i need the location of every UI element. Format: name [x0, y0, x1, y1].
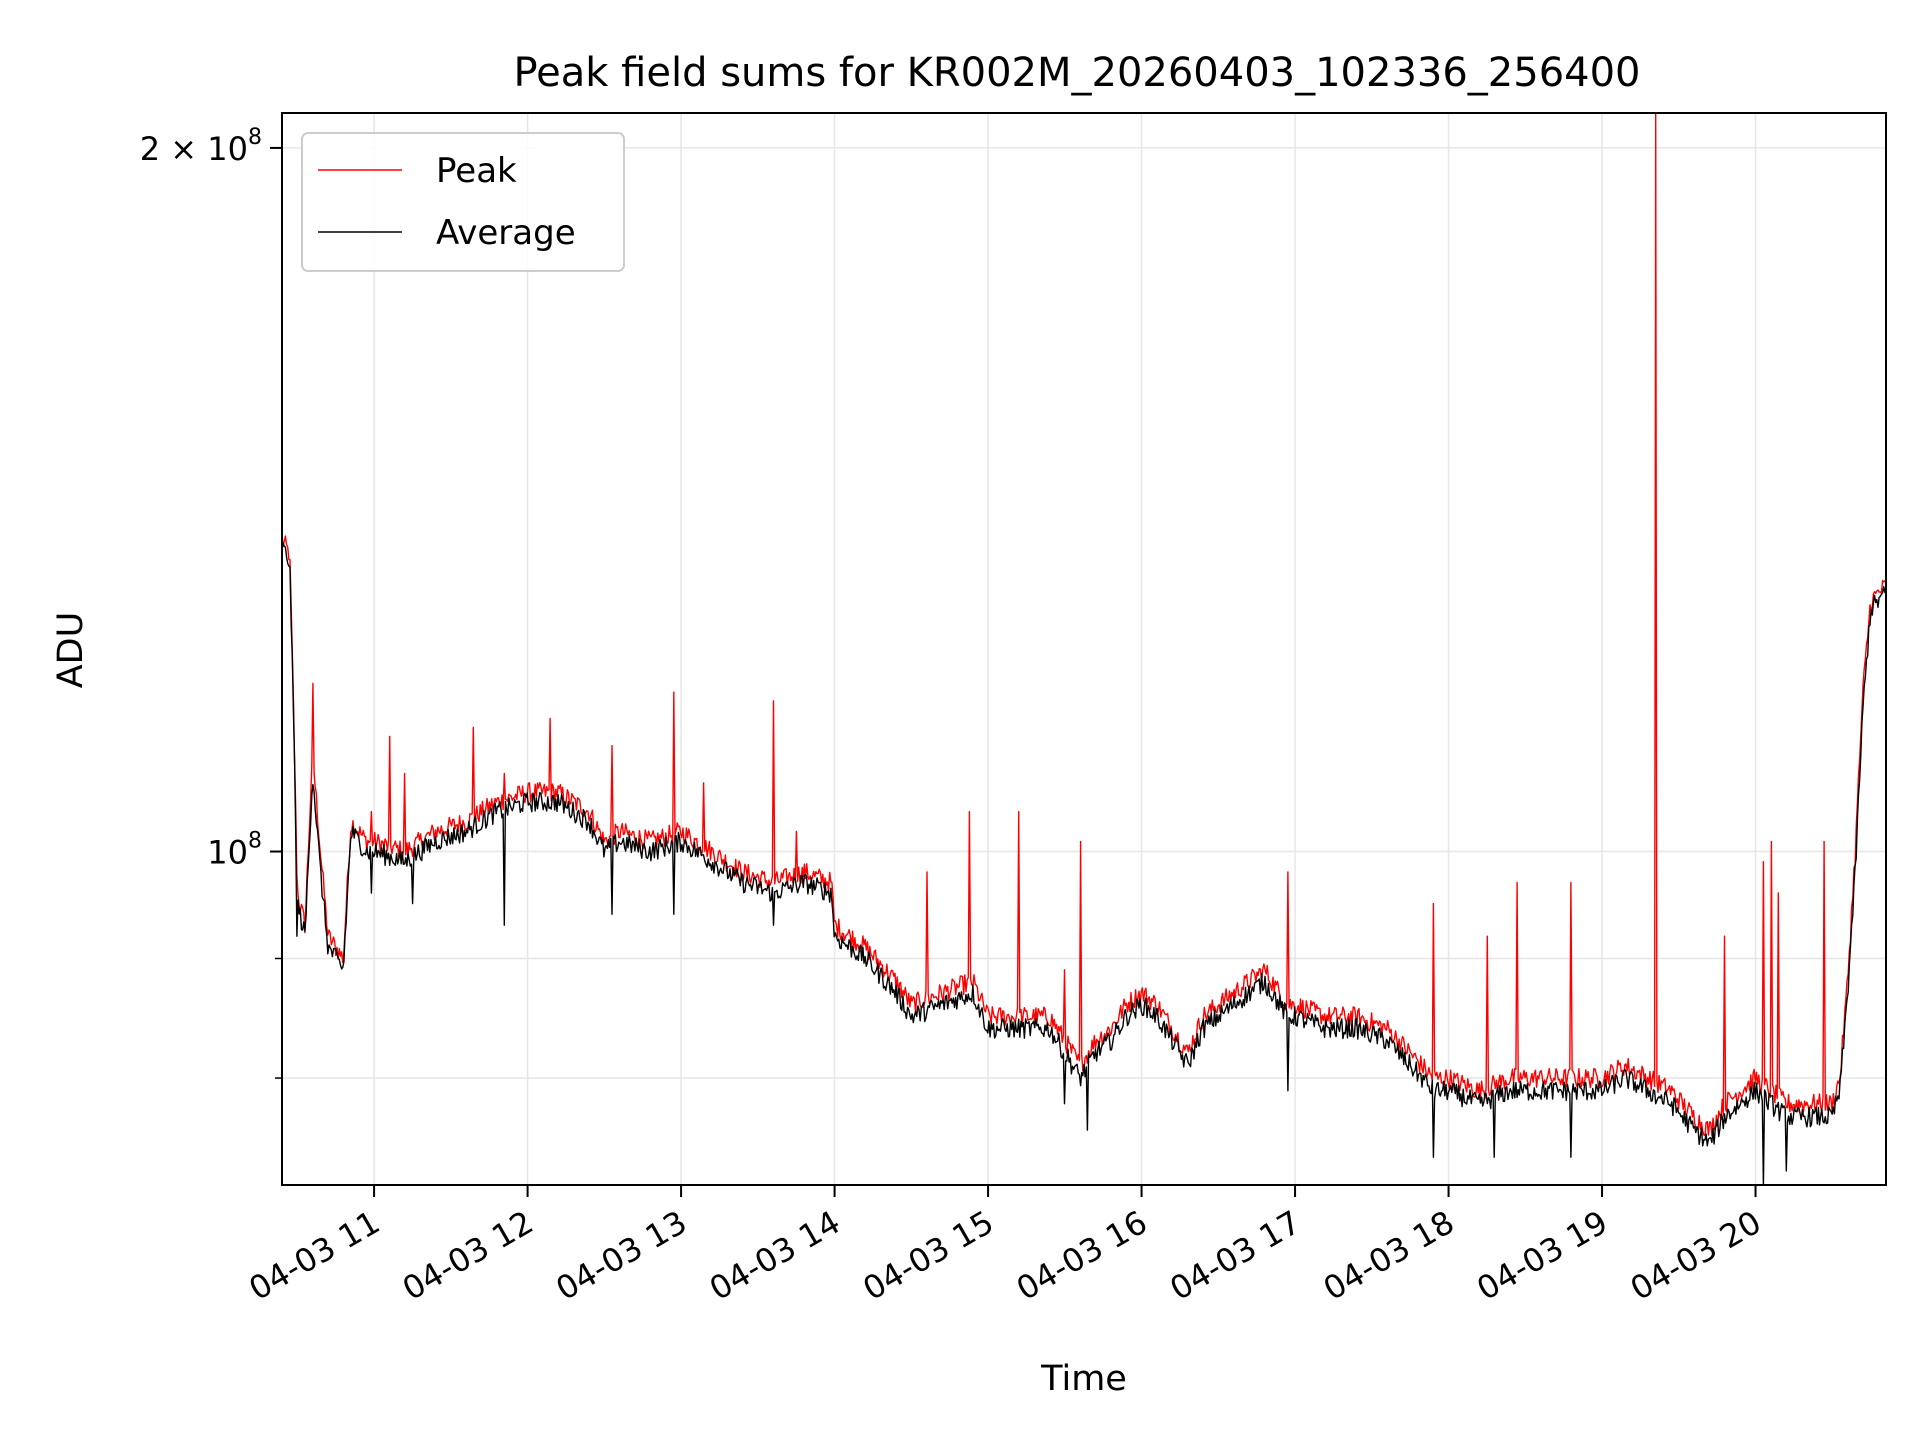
chart-title: Peak field sums for KR002M_20260403_1023… — [513, 50, 1640, 96]
legend-peak-label: Peak — [436, 151, 517, 191]
y-axis-label: ADU — [51, 612, 91, 689]
legend-average-label: Average — [436, 213, 576, 253]
legend-box — [301, 132, 625, 272]
grid — [282, 113, 1886, 1185]
y-tick-label: 2 × 108 — [140, 125, 262, 168]
x-axis-label: Time — [1040, 1359, 1127, 1399]
plot-frame — [281, 112, 1887, 1186]
y-axis: 108 2 × 108 — [140, 125, 282, 1079]
y-tick-label: 108 — [207, 829, 262, 872]
legend: Peak Average — [301, 132, 625, 272]
series-layer — [281, 112, 1887, 1186]
plot-area — [282, 113, 1886, 1185]
series-average-line — [281, 542, 1887, 1186]
